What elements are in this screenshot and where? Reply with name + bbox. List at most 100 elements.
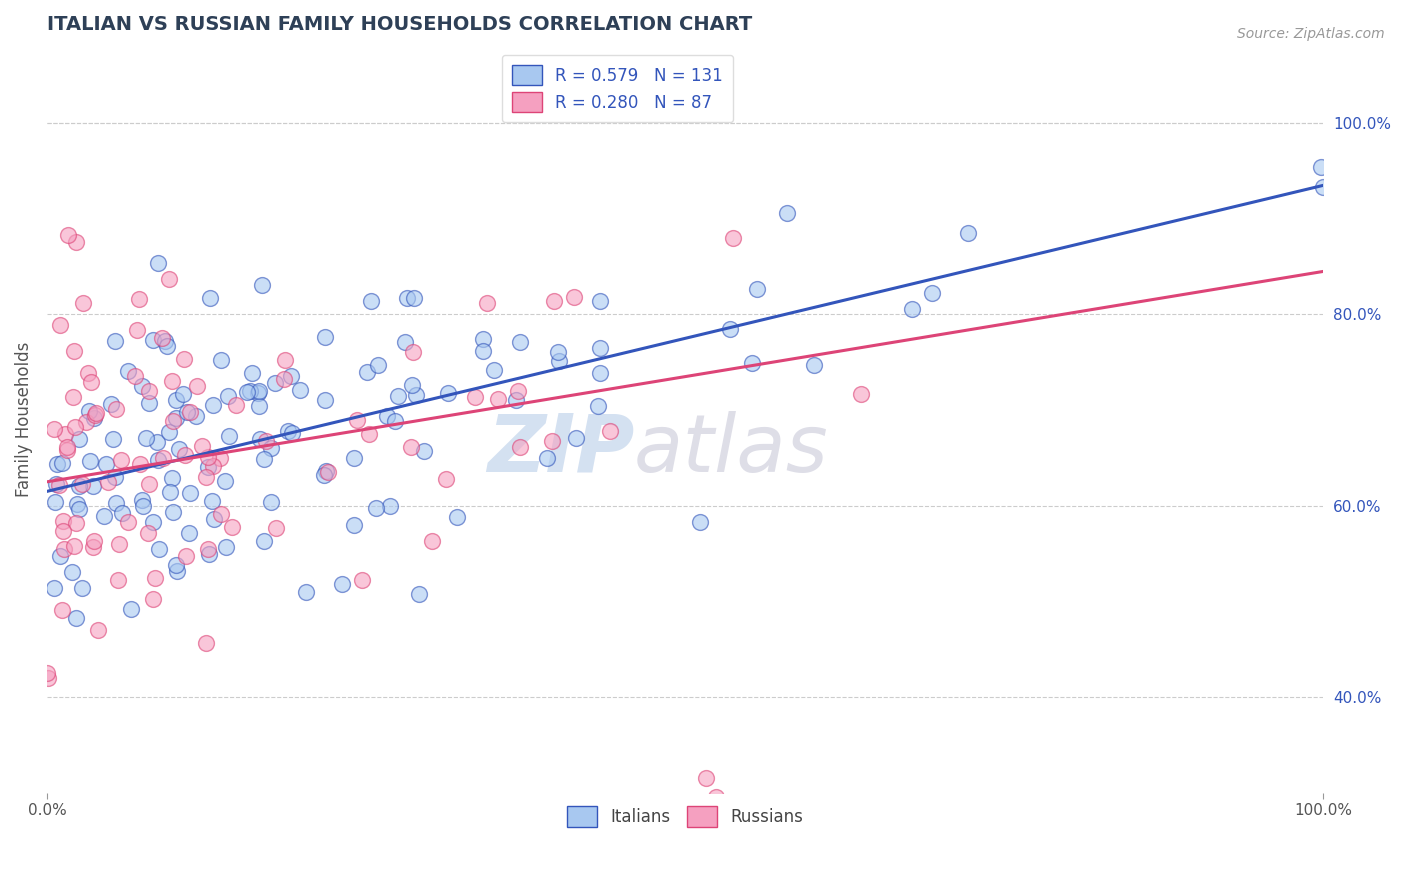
Point [218,429,240,443]
Point [169,442,191,456]
Point [138,396,160,410]
Point [51,456,73,470]
Point [108,536,131,550]
Point [174,448,197,462]
Point [162,505,184,519]
Point [37,671,59,685]
Point [174,549,197,563]
Point [179,525,201,540]
Point [44,421,66,435]
Point [956,226,979,240]
Text: ITALIAN VS RUSSIAN FAMILY HOUSEHOLDS CORRELATION CHART: ITALIAN VS RUSSIAN FAMILY HOUSEHOLDS COR… [46,15,752,34]
Point [37,665,59,680]
Point [84,408,107,422]
Point [475,296,498,310]
Point [162,374,184,388]
Point [157,425,180,439]
Point [152,450,174,465]
Point [70,477,93,491]
Point [53,426,76,441]
Point [131,493,153,508]
Point [250,277,273,292]
Point [105,401,128,416]
Point [217,389,239,403]
Text: ZIP: ZIP [486,410,634,489]
Point [51,603,73,617]
Point [318,466,340,480]
Point [65,235,87,249]
Point [543,293,565,308]
Point [67,432,90,446]
Point [900,301,922,316]
Point [197,450,219,464]
Point [312,468,335,483]
Point [67,502,90,516]
Point [44,495,66,509]
Point [259,495,281,509]
Point [273,372,295,386]
Point [695,772,717,786]
Point [209,508,232,522]
Point [179,405,201,419]
Point [540,434,562,448]
Point [179,485,201,500]
Point [131,379,153,393]
Point [221,520,243,534]
Point [194,470,217,484]
Point [741,356,763,370]
Point [420,534,443,549]
Point [117,515,139,529]
Point [136,526,159,541]
Point [142,334,165,348]
Point [253,533,276,548]
Point [75,415,97,429]
Point [200,494,222,508]
Point [150,331,173,345]
Point [117,364,139,378]
Point [208,451,231,466]
Point [215,540,238,554]
Point [107,573,129,587]
Point [314,330,336,344]
Point [704,790,727,805]
Point [157,272,180,286]
Point [547,354,569,368]
Point [253,451,276,466]
Point [277,424,299,438]
Point [45,458,67,472]
Point [153,334,176,348]
Point [66,497,89,511]
Point [104,469,127,483]
Point [148,541,170,556]
Point [803,358,825,372]
Point [384,414,406,428]
Point [509,334,531,349]
Point [83,411,105,425]
Point [396,292,419,306]
Point [62,390,84,404]
Point [538,814,561,829]
Point [79,375,101,389]
Point [146,256,169,270]
Point [718,322,741,336]
Point [413,443,436,458]
Point [290,383,312,397]
Point [56,442,79,457]
Point [110,453,132,467]
Point [921,286,943,301]
Point [506,384,529,398]
Point [240,366,263,380]
Point [70,582,93,596]
Point [58,227,80,242]
Point [49,318,72,332]
Point [83,533,105,548]
Point [138,384,160,399]
Point [65,516,87,531]
Point [471,344,494,359]
Point [166,392,188,407]
Point [155,339,177,353]
Point [82,478,104,492]
Point [387,389,409,403]
Point [45,477,67,491]
Point [405,387,427,401]
